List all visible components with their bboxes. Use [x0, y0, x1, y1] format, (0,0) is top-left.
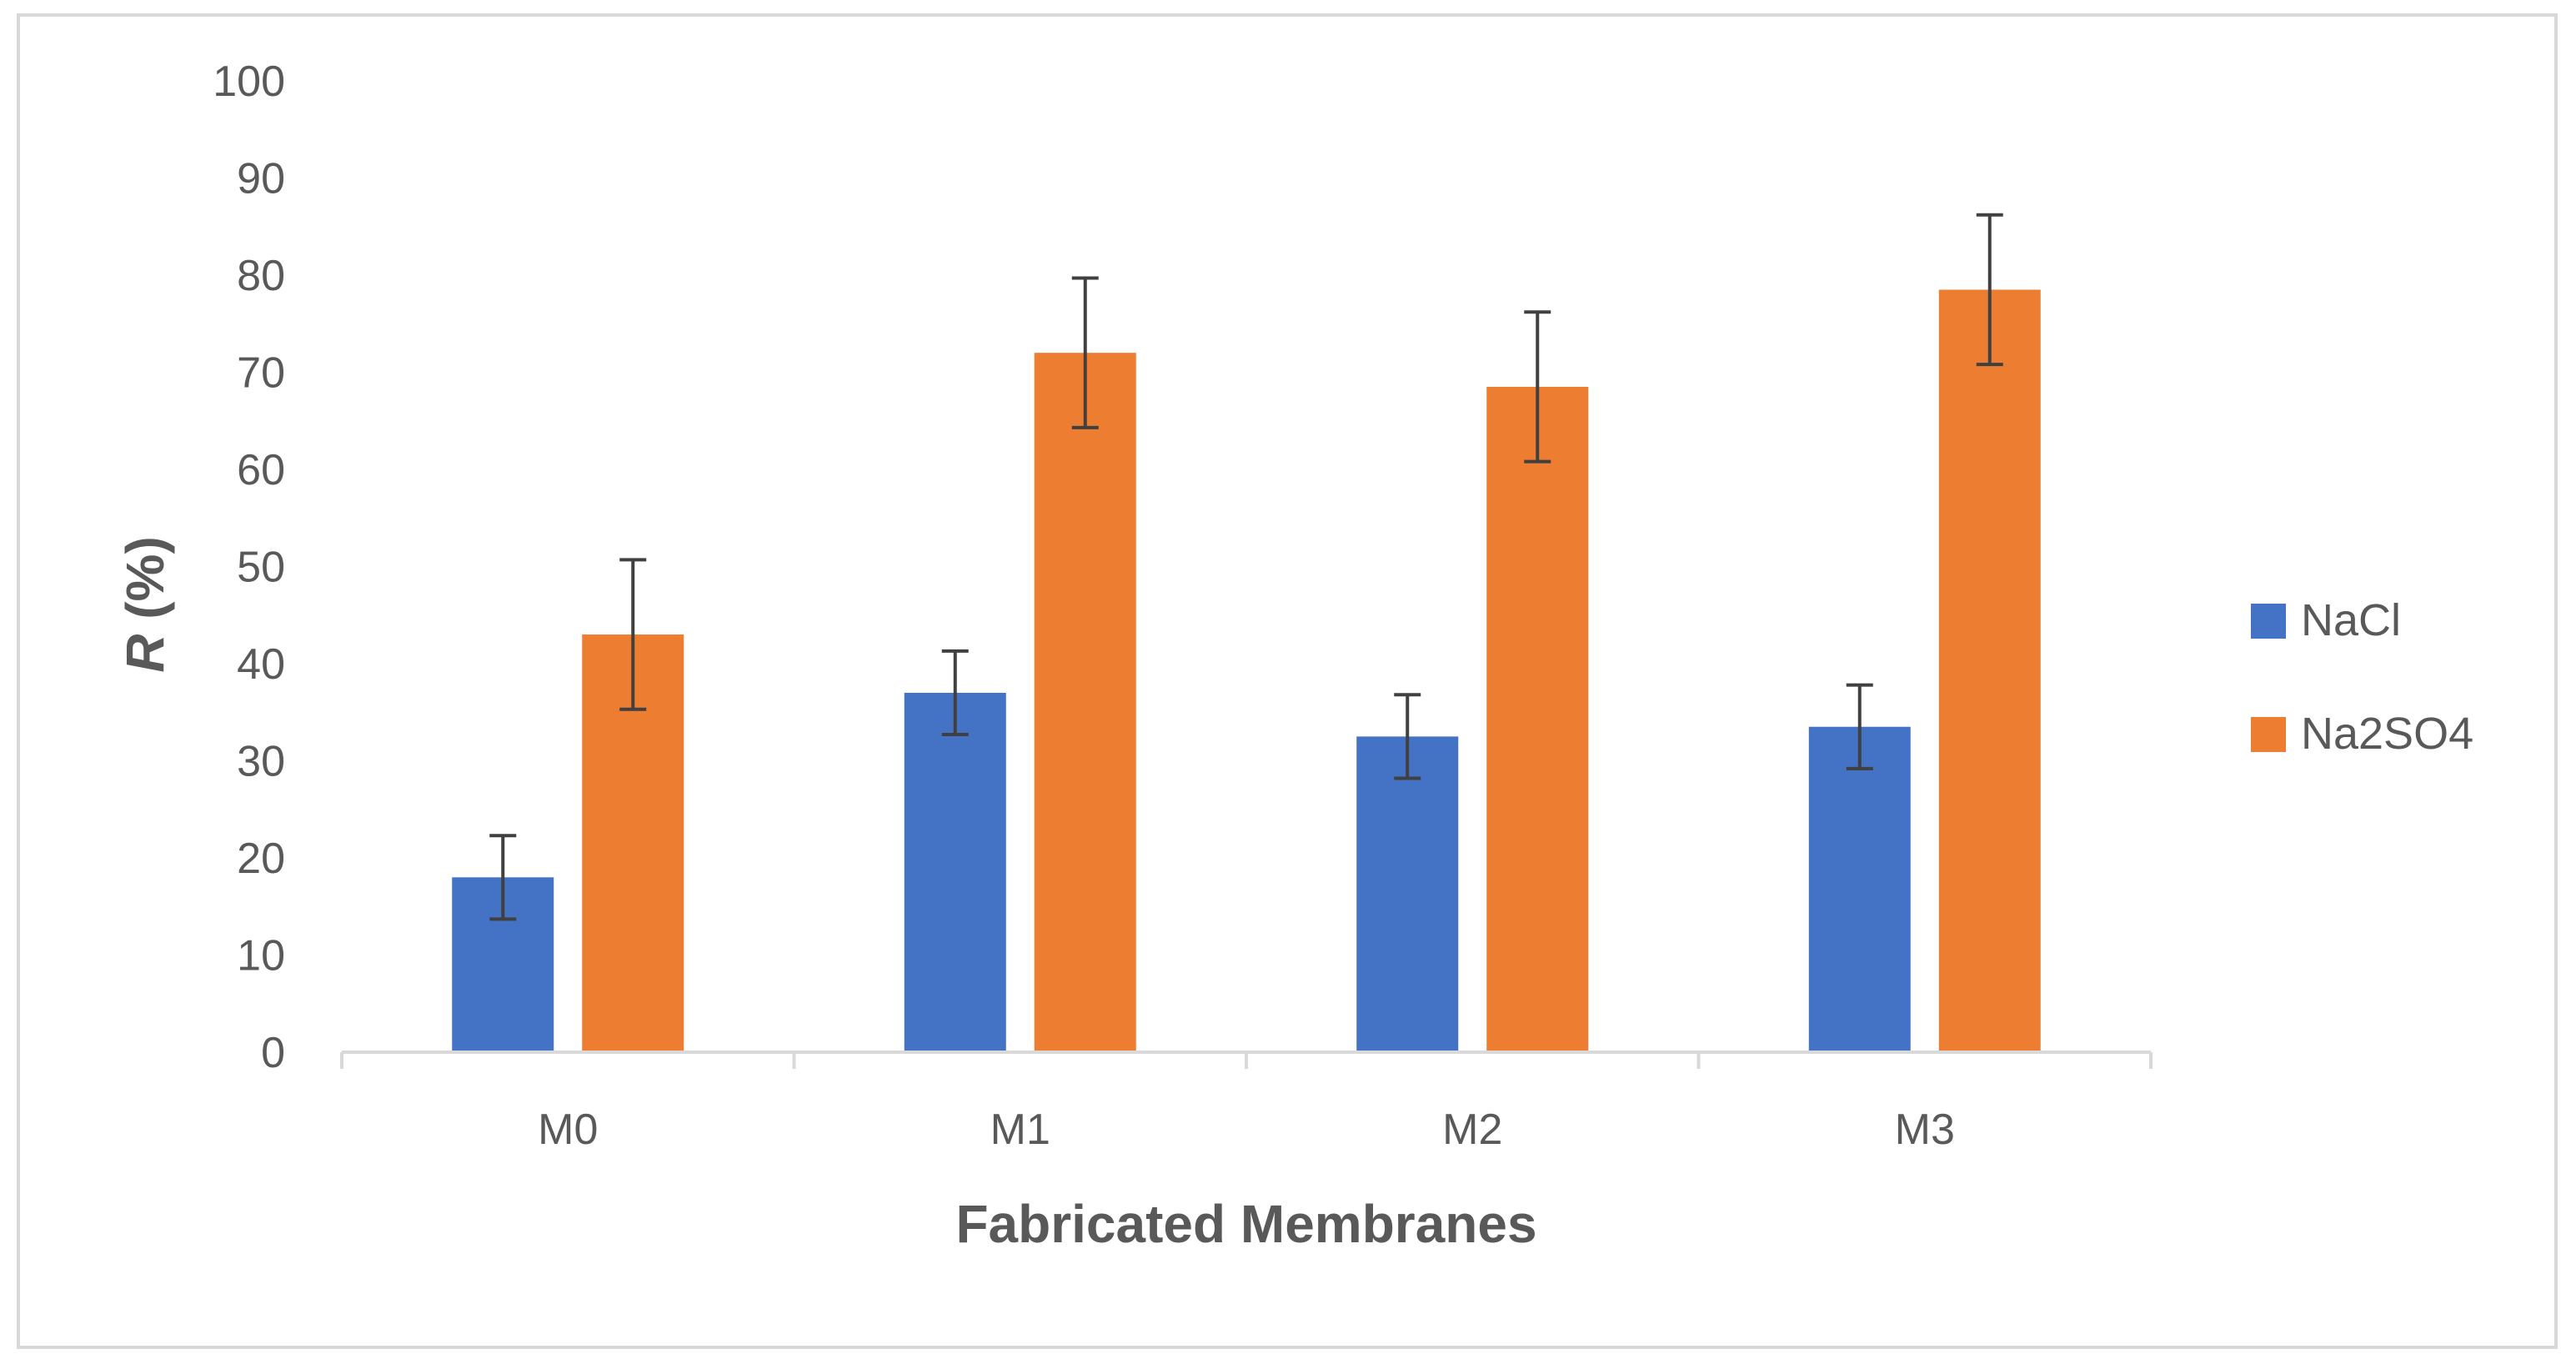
legend-swatch-na2so4 [2251, 717, 2286, 752]
y-tick-label: 10 [237, 932, 285, 980]
legend-label-na2so4: Na2SO4 [2301, 709, 2473, 759]
y-tick-label: 90 [237, 155, 285, 203]
y-tick-label: 70 [237, 349, 285, 398]
x-tick-label: M1 [990, 1106, 1050, 1154]
chart-border [17, 13, 2558, 1349]
y-tick-label: 80 [237, 252, 285, 300]
y-tick-label: 40 [237, 640, 285, 689]
legend: NaCl Na2SO4 [2251, 595, 2473, 759]
y-tick-label: 50 [237, 544, 285, 592]
bar-nacl-m3 [1808, 726, 1911, 1052]
x-axis: M0 M1 M2 M3 [340, 1051, 2153, 1154]
bar-na2so4-m1 [1034, 353, 1136, 1052]
x-tick-label: M3 [1895, 1106, 1955, 1154]
legend-swatch-nacl [2251, 604, 2286, 639]
bar-na2so4-m3 [1938, 289, 2041, 1053]
bar-nacl-m1 [904, 692, 1006, 1052]
y-tick-label: 0 [261, 1029, 285, 1077]
y-tick-label: 60 [237, 446, 285, 494]
y-axis-title: R (%) [115, 536, 175, 673]
y-tick-label: 100 [213, 58, 285, 106]
bar-group [452, 289, 2041, 1053]
x-axis-title: Fabricated Membranes [955, 1194, 1536, 1254]
y-tick-label: 30 [237, 738, 285, 786]
y-axis-tick-labels: 0 10 20 30 40 50 60 70 80 90 100 [213, 58, 285, 1077]
legend-label-nacl: NaCl [2301, 595, 2401, 645]
y-axis-title-italic: R [115, 634, 175, 673]
y-tick-label: 20 [237, 835, 285, 883]
y-axis-title-rest: (%) [115, 536, 175, 634]
x-tick-label: M0 [538, 1106, 598, 1154]
x-tick-label: M2 [1442, 1106, 1502, 1154]
error-bar-group [489, 213, 2003, 921]
bar-nacl-m2 [1356, 736, 1459, 1052]
bar-na2so4-m2 [1486, 386, 1589, 1053]
